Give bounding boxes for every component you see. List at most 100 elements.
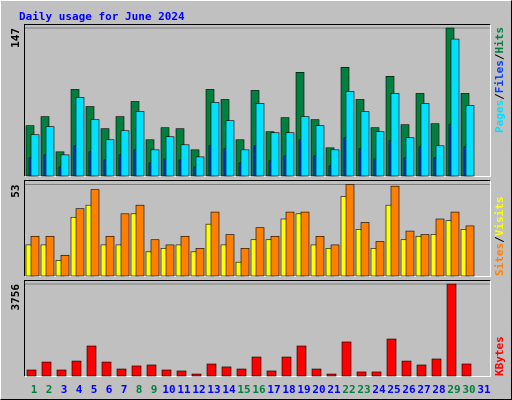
bar — [41, 361, 52, 377]
bar — [236, 368, 247, 377]
x-tick-label: 3 — [61, 383, 68, 396]
bar — [225, 234, 235, 277]
bar — [150, 239, 160, 277]
bar — [300, 116, 310, 177]
bar — [206, 363, 217, 377]
bar — [465, 105, 475, 177]
x-tick-label: 24 — [372, 383, 386, 396]
legend-entry: Files — [493, 60, 506, 93]
bar — [345, 184, 355, 277]
bar — [255, 227, 265, 277]
bar — [401, 360, 412, 377]
bar — [116, 368, 127, 377]
legend-entry: Sites — [493, 243, 506, 276]
bar — [375, 241, 385, 277]
bar — [75, 208, 85, 277]
bar — [446, 283, 457, 377]
plot-border-light — [24, 280, 491, 377]
bar — [240, 248, 250, 277]
bar — [371, 371, 382, 377]
legend-entry: Hits — [493, 27, 506, 54]
bar — [300, 211, 310, 277]
bar — [195, 156, 205, 177]
x-tick-label: 14 — [222, 383, 236, 396]
x-tick-label: 23 — [357, 383, 370, 396]
bar — [360, 111, 370, 177]
x-tick-label: 27 — [417, 383, 430, 396]
x-tick-label: 29 — [447, 383, 460, 396]
bar — [30, 235, 40, 277]
x-tick-label: 13 — [207, 383, 220, 396]
bar — [210, 211, 220, 277]
legend: KBytes — [493, 336, 506, 376]
legend-entry: KBytes — [493, 336, 506, 376]
bar — [120, 213, 130, 277]
bar — [165, 244, 175, 277]
x-tick-label: 15 — [237, 383, 250, 396]
bar — [450, 211, 460, 277]
bar — [251, 356, 262, 377]
x-tick-label: 19 — [297, 383, 310, 396]
bar — [431, 358, 442, 377]
x-tick-label: 20 — [312, 383, 325, 396]
bar — [56, 369, 67, 377]
bar — [161, 369, 172, 377]
legend: Pages/Files/Hits — [493, 27, 506, 133]
legend-entry: Pages — [493, 100, 506, 133]
bar — [311, 368, 322, 377]
plot-border-dark — [24, 280, 491, 377]
bar — [326, 373, 337, 377]
x-tick-label: 8 — [136, 383, 143, 396]
bar — [150, 149, 160, 177]
bar — [221, 366, 232, 377]
x-tick-label: 28 — [432, 383, 445, 396]
y-max-label: 53 — [9, 184, 22, 197]
x-tick-label: 4 — [76, 383, 83, 396]
y-max-label: 3756 — [9, 284, 22, 311]
bar — [465, 225, 475, 277]
x-tick-label: 26 — [402, 383, 416, 396]
bar — [315, 125, 325, 177]
plot-border-dark — [24, 24, 491, 177]
bar — [330, 244, 340, 277]
x-tick-label: 18 — [282, 383, 295, 396]
bar — [461, 363, 472, 377]
x-tick-label: 11 — [177, 383, 191, 396]
bar — [416, 364, 427, 377]
bar — [420, 234, 430, 277]
bar — [360, 222, 370, 277]
bar — [330, 149, 340, 177]
plot-border-dark — [24, 180, 491, 277]
bar — [266, 370, 277, 377]
bar — [450, 38, 460, 177]
bar — [90, 189, 100, 277]
bar — [296, 345, 307, 377]
x-tick-label: 6 — [106, 383, 113, 396]
bar — [105, 139, 115, 177]
bar — [435, 218, 445, 277]
x-tick-label: 17 — [267, 383, 280, 396]
chart-title: Daily usage for June 2024 — [19, 10, 185, 23]
bar — [285, 132, 295, 177]
legend-separator: / — [493, 236, 506, 243]
bar — [131, 365, 142, 377]
bar — [390, 93, 400, 177]
legend: Sites/Visits — [493, 197, 506, 277]
x-tick-label: 9 — [151, 383, 158, 396]
bar — [120, 130, 130, 177]
bar — [90, 119, 100, 177]
bar — [255, 103, 265, 177]
x-tick-label: 12 — [192, 383, 205, 396]
bar — [191, 373, 202, 377]
bar — [341, 341, 352, 377]
bar — [30, 134, 40, 177]
x-tick-label: 5 — [91, 383, 98, 396]
legend-separator: / — [493, 53, 506, 60]
bar — [45, 235, 55, 277]
bar — [26, 369, 37, 377]
bar — [60, 254, 70, 277]
bar — [75, 97, 85, 177]
x-tick-label: 25 — [387, 383, 400, 396]
bar — [345, 91, 355, 177]
